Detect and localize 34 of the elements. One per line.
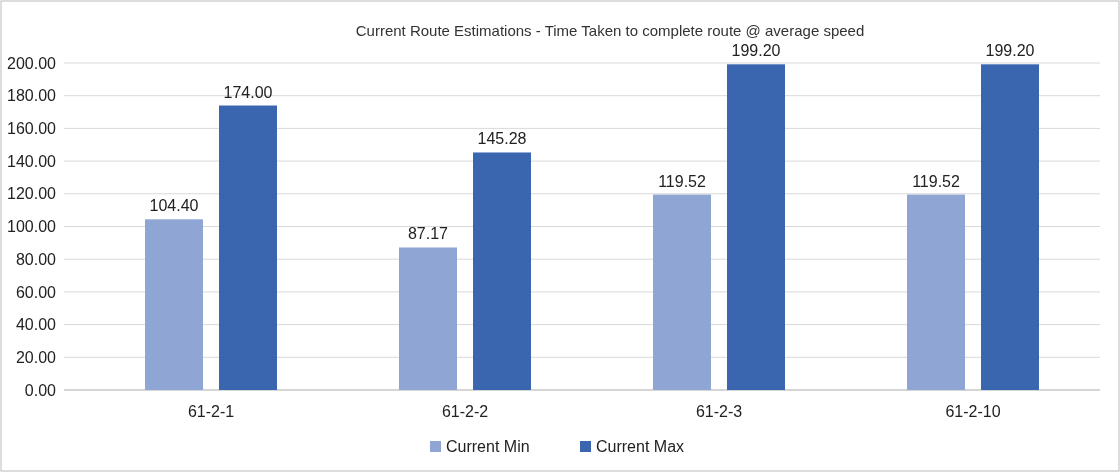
bar <box>907 194 965 390</box>
y-tick-label: 140.00 <box>7 152 57 170</box>
data-label: 199.20 <box>731 42 781 60</box>
y-tick-label: 0.00 <box>24 381 57 399</box>
bar <box>145 219 203 390</box>
bar <box>219 105 277 390</box>
y-tick-label: 40.00 <box>15 316 57 334</box>
data-label: 119.52 <box>658 172 706 190</box>
y-tick-label: 200.00 <box>7 54 57 72</box>
bar <box>727 64 785 390</box>
x-tick-label: 61-2-3 <box>695 403 743 420</box>
bar <box>653 194 711 390</box>
x-tick-label: 61-2-10 <box>945 403 1001 420</box>
chart-title: Current Route Estimations - Time Taken to complete route @ average speed <box>355 22 865 39</box>
y-tick-label: 80.00 <box>15 250 57 268</box>
y-tick-label: 160.00 <box>7 120 57 137</box>
x-tick-label: 61-2-2 <box>441 403 489 420</box>
legend-label: Current Min <box>446 438 530 455</box>
y-tick-label: 60.00 <box>15 283 57 301</box>
x-tick-label: 61-2-1 <box>187 403 235 420</box>
data-label: 87.17 <box>407 225 449 243</box>
y-tick-label: 100.00 <box>7 218 57 236</box>
data-label: 199.20 <box>985 42 1035 60</box>
bar <box>981 64 1039 390</box>
data-label: 145.28 <box>477 130 527 148</box>
y-tick-label: 180.00 <box>7 87 57 105</box>
bar <box>399 247 457 390</box>
legend-label: Current Max <box>596 438 685 455</box>
data-label: 174.00 <box>223 83 273 101</box>
y-tick-label: 20.00 <box>15 348 57 366</box>
y-tick-label: 120.00 <box>7 185 57 203</box>
data-label: 104.40 <box>149 197 199 215</box>
bar <box>473 152 531 390</box>
data-label: 119.52 <box>912 172 960 190</box>
